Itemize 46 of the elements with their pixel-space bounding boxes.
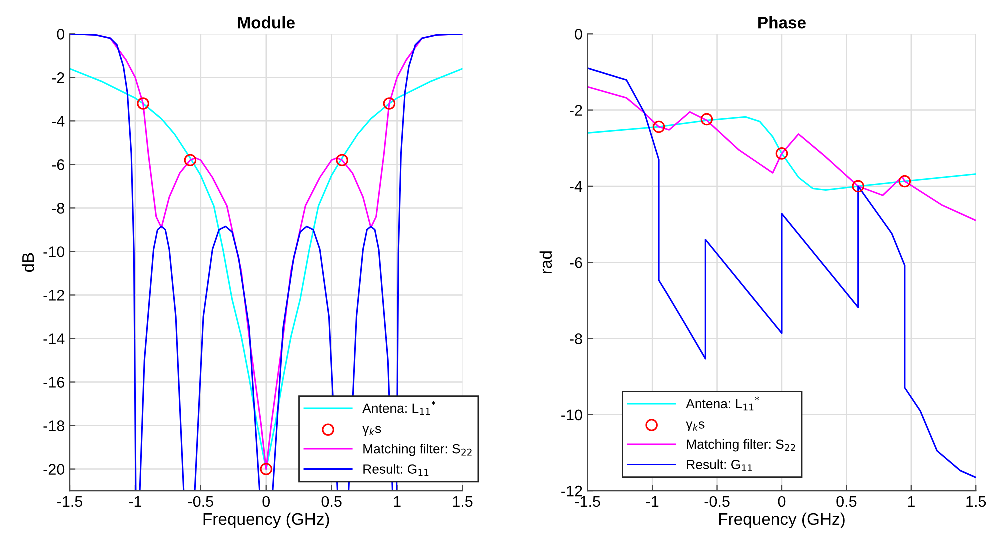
y-tick-label: -6 <box>570 257 582 268</box>
x-tick-label: -1.5 <box>58 496 83 508</box>
x-tick-label: 1.5 <box>966 496 986 508</box>
x-tick-label: -0.5 <box>188 496 214 508</box>
x-tick-label: 1 <box>394 496 401 507</box>
x-tick-label: 0.5 <box>322 496 342 508</box>
y-tick-label: -8 <box>570 334 582 344</box>
y-tick-label: -10 <box>562 410 582 421</box>
y-tick-label: -16 <box>44 377 64 388</box>
x-tick-label: 1 <box>908 496 915 507</box>
y-tick-label: -12 <box>44 290 64 301</box>
y-axis-title: rad <box>540 252 552 274</box>
y-tick-label: -2 <box>52 72 64 84</box>
y-tick-label: -10 <box>44 246 65 258</box>
legend-label: Result: G$_{11}$ <box>364 464 429 476</box>
y-tick-label: -8 <box>52 203 64 214</box>
legend-label: Antena: L$_{11}$$^{*}$ <box>686 396 760 411</box>
legend-label: Antena: L$_{11}$$^{*}$ <box>362 401 436 416</box>
y-tick-label: -12 <box>562 486 582 497</box>
chart-title: Phase <box>758 16 806 29</box>
legend-label: Result: G$_{11}$ <box>687 460 752 472</box>
x-tick-label: -0.5 <box>704 496 730 508</box>
y-tick-label: -14 <box>44 334 65 344</box>
legend-label: Matching filter: S$_{22}$ <box>687 439 796 452</box>
y-tick-label: -2 <box>570 105 582 116</box>
x-tick-label: 0.5 <box>836 496 857 508</box>
x-tick-label: 0 <box>778 496 786 508</box>
y-tick-label: -4 <box>570 181 583 192</box>
x-axis-title: Frequency (GHz) <box>719 512 845 528</box>
legend-label: Matching filter: S$_{22}$ <box>364 444 472 456</box>
x-tick-label: 1.5 <box>453 496 473 508</box>
y-tick-label: -4 <box>52 116 65 127</box>
y-tick-label: -18 <box>44 420 64 432</box>
legend-label: γ$_{k}$s <box>362 426 382 436</box>
x-tick-label: -1.5 <box>575 496 600 508</box>
y-tick-label: -6 <box>52 160 64 170</box>
x-tick-label: -1 <box>646 496 659 507</box>
y-tick-label: -20 <box>44 464 65 475</box>
y-tick-label: 0 <box>575 29 582 40</box>
y-axis-title: dB <box>22 253 34 272</box>
chart-title: Module <box>238 16 295 29</box>
legend-label: γ$_{k}$s <box>686 422 705 432</box>
x-tick-label: -1 <box>129 496 142 507</box>
x-axis-title: Frequency (GHz) <box>204 512 330 528</box>
x-tick-label: 0 <box>262 496 270 508</box>
y-tick-label: 0 <box>57 29 65 40</box>
